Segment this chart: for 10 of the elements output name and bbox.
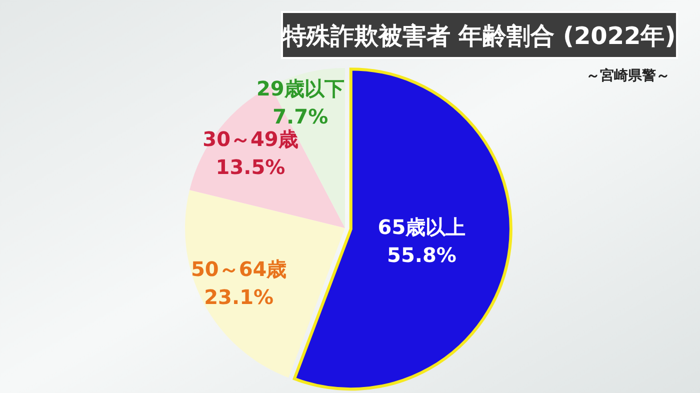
data-label: 55.8% <box>387 243 456 267</box>
data-label: 13.5% <box>216 155 286 180</box>
chart-title: 特殊詐欺被害者 年齢割合 (2022年) <box>281 22 676 50</box>
slice-label: 65歳以上 <box>378 215 466 239</box>
slice-label: 50～64歳 <box>190 256 287 281</box>
slice-label: 30～49歳 <box>202 127 298 152</box>
slice-label: 29歳以下 <box>256 76 344 101</box>
text: ～宮崎県警～ <box>586 67 670 84</box>
data-label: 23.1% <box>204 284 274 309</box>
data-label: 7.7% <box>272 104 328 129</box>
